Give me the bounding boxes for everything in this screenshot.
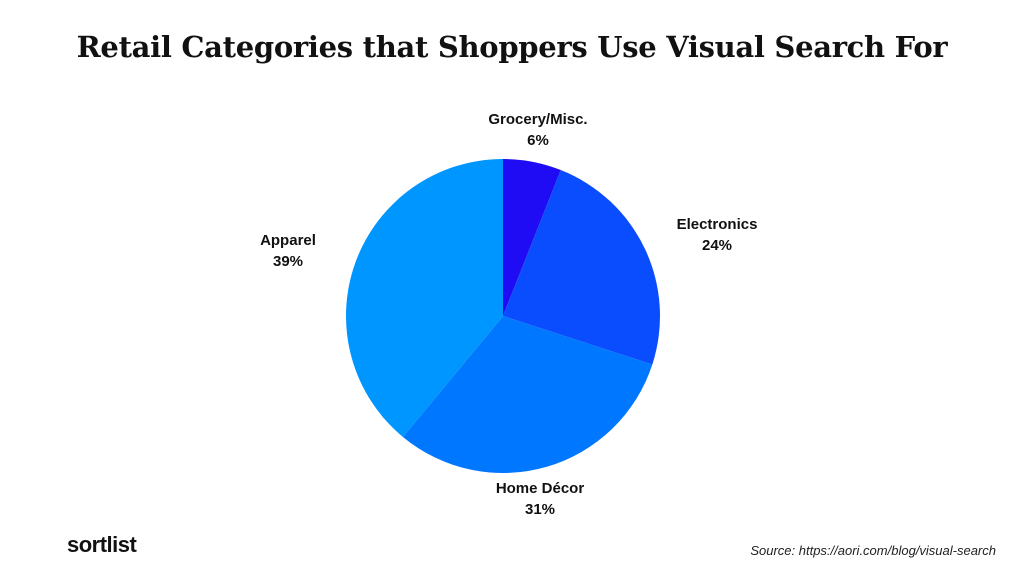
slice-category-label: Apparel <box>260 232 316 249</box>
slice-category-label: Home Décor <box>496 480 585 497</box>
slice-value-label: 6% <box>527 132 549 149</box>
slice-category-label: Electronics <box>677 216 758 233</box>
chart-title: Retail Categories that Shoppers Use Visu… <box>76 30 948 64</box>
slice-value-label: 24% <box>702 237 732 254</box>
pie-slice-electronics <box>503 170 660 365</box>
pie-slice-grocery-misc- <box>503 159 561 316</box>
slice-value-label: 31% <box>525 501 555 518</box>
pie-slice-home-d-cor <box>402 316 653 474</box>
source-note: Source: https://aori.com/blog/visual-sea… <box>750 543 996 558</box>
pie-slice-apparel <box>345 159 503 437</box>
slice-category-label: Grocery/Misc. <box>488 111 587 128</box>
sortlist-logo: sortlist <box>67 532 137 557</box>
slice-value-label: 39% <box>273 253 303 270</box>
